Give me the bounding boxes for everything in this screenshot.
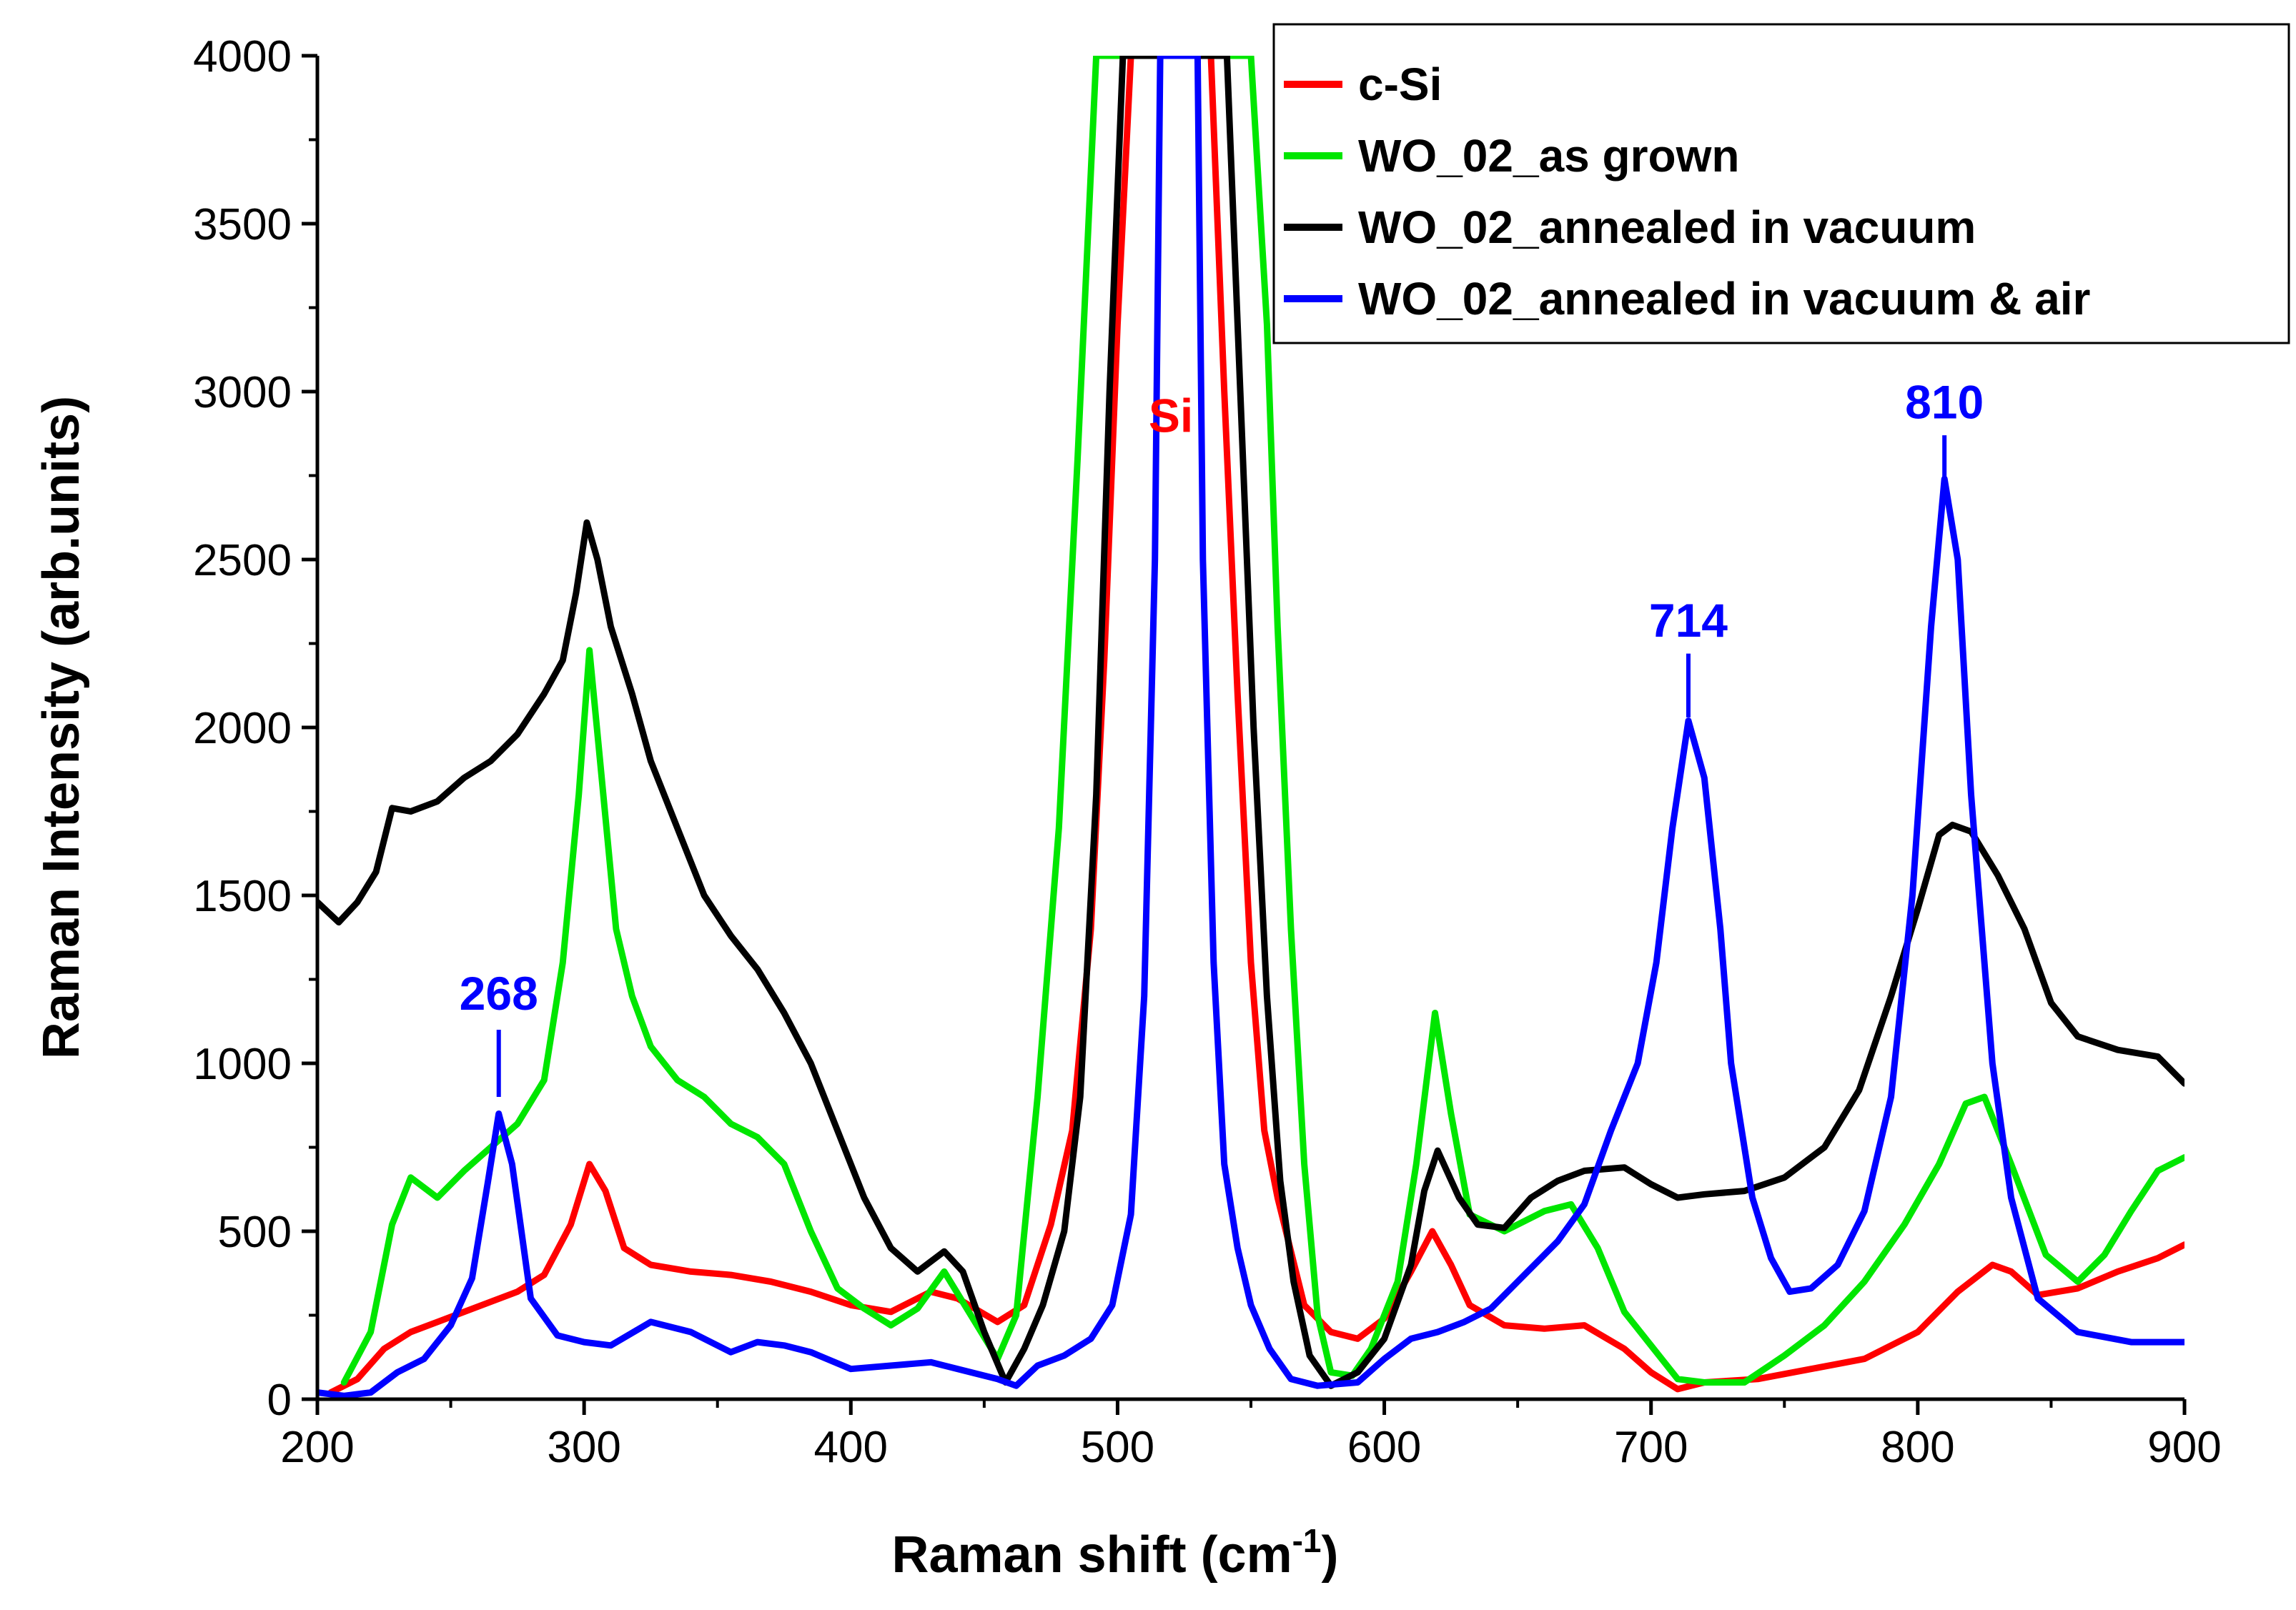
- y-tick-label-3000: 3000: [193, 368, 292, 417]
- series-line-0: [327, 56, 2184, 1396]
- annotations-layer: Si 268 714 810: [460, 376, 1984, 1097]
- annotation-label-1: 268: [460, 967, 538, 1020]
- y-tick-label-3500: 3500: [193, 200, 292, 249]
- series-line-3: [317, 56, 2184, 1399]
- axes-layer: 200 300 400 500 600 700 800 900 0 500 1000 1500 2000…: [193, 32, 2222, 1472]
- legend-box: [1272, 23, 2290, 344]
- y-tick-label-4000: 4000: [193, 32, 292, 81]
- legend-label-3: WO_02_annealed in vacuum & air: [1358, 273, 2090, 324]
- legend-label-2: WO_02_annealed in vacuum: [1358, 202, 1976, 253]
- annotation-label-2: 714: [1649, 594, 1728, 647]
- legend-label-0: c-Si: [1358, 59, 1442, 110]
- annotation-label-0: Si: [1149, 389, 1193, 442]
- series-line-2: [317, 56, 2184, 1389]
- x-tick-label-600: 600: [1347, 1423, 1421, 1472]
- y-tick-label-1000: 1000: [193, 1040, 292, 1089]
- x-tick-label-900: 900: [2147, 1423, 2221, 1472]
- legend-label-1: WO_02_as grown: [1358, 130, 1740, 182]
- x-axis-title: Raman shift (cm-1): [892, 1522, 1339, 1584]
- x-tick-label-700: 700: [1614, 1423, 1688, 1472]
- x-tick-label-300: 300: [547, 1423, 620, 1472]
- annotation-label-3: 810: [1905, 376, 1984, 429]
- series-layer: [317, 56, 2184, 1399]
- x-tick-label-400: 400: [814, 1423, 888, 1472]
- y-tick-label-2000: 2000: [193, 704, 292, 753]
- x-tick-label-200: 200: [280, 1423, 354, 1472]
- y-axis-title: Raman Intensity (arb.units): [33, 396, 90, 1059]
- legend: c-Si WO_02_as grown WO_02_annealed in vacu…: [1272, 23, 2290, 344]
- x-tick-label-800: 800: [1881, 1423, 1954, 1472]
- y-tick-label-0: 0: [267, 1376, 292, 1425]
- y-tick-label-2500: 2500: [193, 536, 292, 585]
- y-tick-label-500: 500: [218, 1208, 292, 1257]
- x-tick-label-500: 500: [1081, 1423, 1154, 1472]
- y-tick-label-1500: 1500: [193, 872, 292, 921]
- series-line-1: [340, 56, 2184, 1386]
